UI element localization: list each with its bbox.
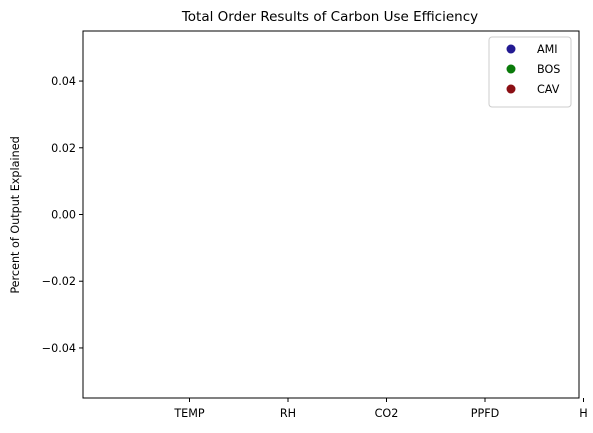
chart-title: Total Order Results of Carbon Use Effici… [181,9,478,25]
y-tick-label: 0.04 [51,75,76,88]
y-tick-label: −0.02 [42,275,76,288]
x-tick-label: PPFD [471,407,500,420]
y-tick-label: −0.04 [42,342,76,355]
x-axis: TEMP RH CO2 PPFD H [173,398,588,420]
legend-marker [506,84,516,94]
legend-marker [506,64,516,74]
y-tick-label: 0.00 [51,209,76,222]
legend-label: BOS [537,63,560,76]
y-axis: 0.04 0.02 0.00 −0.02 −0.04 [42,75,83,355]
legend-marker [506,44,516,54]
x-tick-label: H [579,407,587,420]
y-axis-label: Percent of Output Explained [9,136,22,293]
x-tick-label: CO2 [375,407,399,420]
y-tick-label: 0.02 [51,142,76,155]
legend-label: CAV [537,83,560,96]
x-tick-label: RH [280,407,296,420]
x-tick-label: TEMP [173,407,205,420]
legend: AMI BOS CAV [488,36,572,108]
legend-label: AMI [537,43,558,56]
